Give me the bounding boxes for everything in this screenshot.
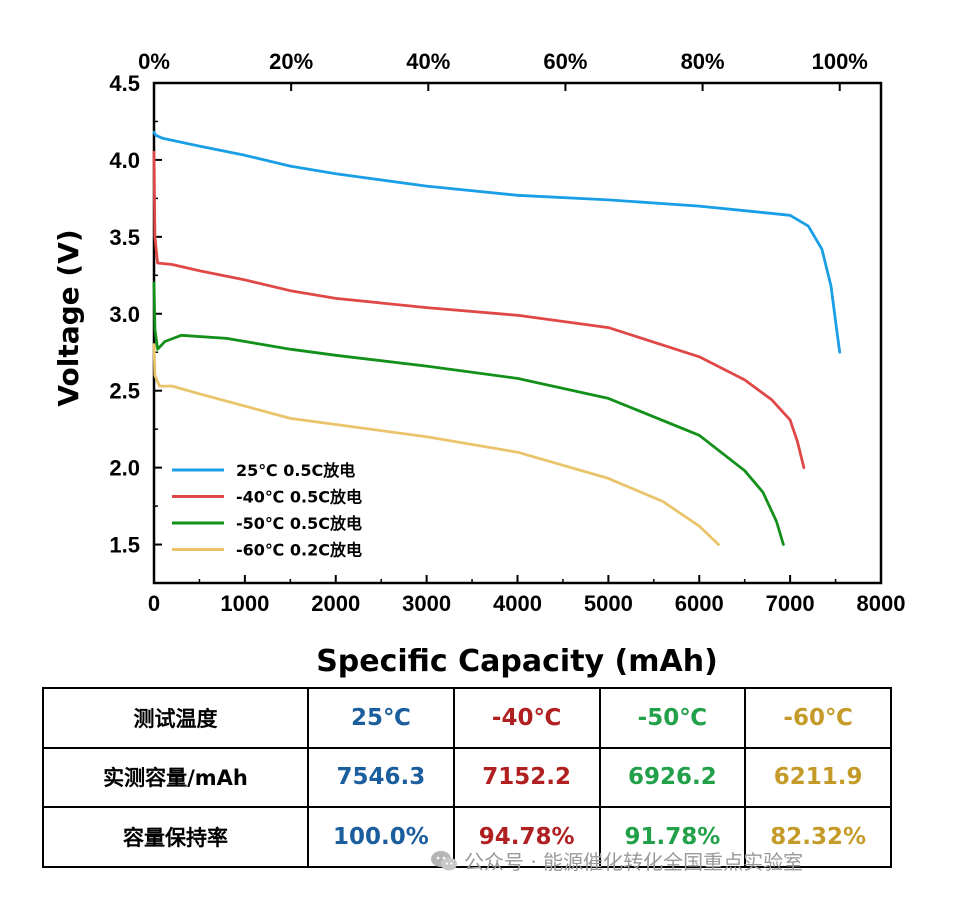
y-axis-title: Voltage (V) (52, 229, 85, 406)
discharge-chart: 0 1000 2000 3000 4000 5000 6000 7000 8000 1.5 2.0… (52, 49, 906, 679)
wechat-icon (431, 850, 457, 870)
table-row: 容量保持率 100.0% 94.78% 91.78% 82.32% (42, 806, 892, 868)
table-cell: -40℃ (452, 687, 601, 749)
table-row: 测试温度 25℃ -40℃ -50℃ -60℃ (42, 687, 892, 749)
table-row: 实测容量/mAh 7546.3 7152.2 6926.2 6211.9 (42, 746, 892, 809)
y-tick-label: 3.0 (109, 302, 140, 327)
watermark: 公众号 · 能源催化转化全国重点实验室 (430, 846, 803, 875)
x-tick-label: 2000 (311, 591, 360, 616)
legend-label-1: -40℃ 0.5C放电 (236, 488, 362, 507)
x-tick-label: 4000 (493, 591, 542, 616)
top-tick-label: 20% (269, 49, 313, 74)
y-tick-label: 4.5 (109, 71, 140, 96)
table-cell: 25℃ (307, 687, 455, 749)
row-header-cell: 实测容量/mAh (42, 746, 309, 809)
top-tick-label: 0% (138, 49, 170, 74)
table-cell: 6211.9 (744, 746, 892, 809)
legend-label-0: 25℃ 0.5C放电 (236, 461, 355, 480)
series-line-1 (152, 150, 806, 469)
y-tick-label: 2.5 (109, 379, 140, 404)
top-tick-label: 60% (543, 49, 587, 74)
table-cell: 6926.2 (598, 746, 747, 809)
legend-label-3: -60℃ 0.2C放电 (236, 541, 362, 560)
y-tick-label: 3.5 (109, 225, 140, 250)
series-line-2 (152, 281, 785, 546)
top-tick-label: 80% (681, 49, 725, 74)
row-header-cell: 测试温度 (42, 687, 309, 749)
x-tick-label: 5000 (584, 591, 633, 616)
y-tick-label: 2.0 (109, 456, 140, 481)
table-cell: 7152.2 (452, 746, 601, 809)
x-tick-label: 1000 (220, 591, 269, 616)
legend-label-2: -50℃ 0.5C放电 (236, 514, 362, 533)
row-header-cell: 容量保持率 (42, 806, 309, 868)
x-tick-label: 7000 (766, 591, 815, 616)
y-tick-label: 4.0 (109, 148, 140, 173)
top-tick-label: 100% (812, 49, 868, 74)
results-table: 测试温度 25℃ -40℃ -50℃ -60℃ 实测容量/mAh 7546.3 7152.2 6… (42, 687, 892, 868)
x-tick-label: 6000 (675, 591, 724, 616)
series-line-3 (152, 343, 720, 546)
x-tick-label: 8000 (857, 591, 906, 616)
x-axis-title: Specific Capacity (mAh) (316, 644, 718, 679)
x-tick-label: 3000 (402, 591, 451, 616)
plot-frame (152, 81, 883, 585)
series-line-0 (152, 130, 842, 354)
x-tick-label: 0 (148, 591, 160, 616)
watermark-text: 公众号 · 能源催化转化全国重点实验室 (464, 850, 804, 874)
table-cell: 94.78% (452, 806, 601, 868)
y-tick-label: 1.5 (109, 533, 140, 558)
top-tick-label: 40% (406, 49, 450, 74)
table-cell: 82.32% (744, 806, 892, 868)
table-cell: 100.0% (307, 806, 455, 868)
table-cell: 91.78% (598, 806, 747, 868)
table-cell: 7546.3 (307, 746, 455, 809)
table-cell: -60℃ (744, 687, 892, 749)
table-cell: -50℃ (598, 687, 747, 749)
